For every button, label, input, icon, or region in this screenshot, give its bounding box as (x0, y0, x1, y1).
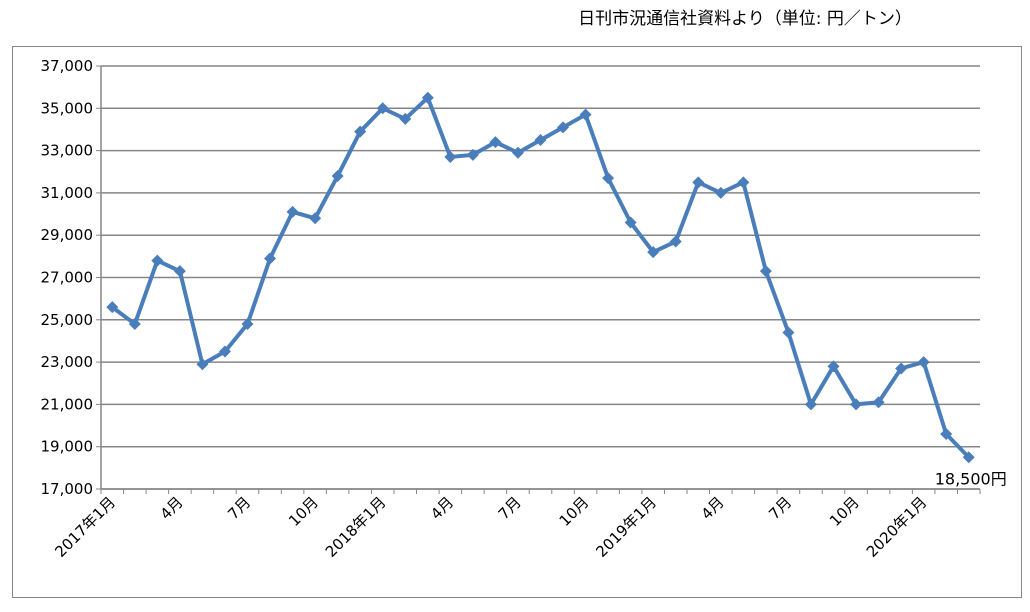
y-tick-label: 19,000 (41, 438, 94, 456)
y-tick-label: 29,000 (41, 226, 94, 244)
x-tick-label: 4月 (698, 493, 728, 523)
data-point (128, 318, 141, 331)
data-point (895, 362, 908, 375)
data-point (309, 212, 322, 225)
data-point (264, 252, 277, 265)
data-point (804, 398, 817, 411)
x-tick-label: 10月 (285, 493, 322, 530)
y-tick-label: 25,000 (41, 311, 94, 329)
data-point (466, 148, 479, 161)
x-tick-label: 2020年1月 (863, 493, 931, 561)
data-point (602, 172, 615, 185)
data-label: 18,500円 (935, 469, 1007, 488)
y-tick-label: 33,000 (41, 142, 94, 160)
data-point (759, 265, 772, 278)
data-point (489, 136, 502, 149)
data-point (917, 356, 930, 369)
data-point (444, 150, 457, 163)
data-point (557, 121, 570, 134)
data-point (286, 205, 299, 218)
data-point (647, 246, 660, 259)
y-tick-label: 27,000 (41, 269, 94, 287)
data-point (692, 176, 705, 189)
x-tick-label: 2018年1月 (322, 493, 390, 561)
x-tick-label: 10月 (556, 493, 593, 530)
x-tick-label: 2019年1月 (592, 493, 660, 561)
data-point (511, 146, 524, 159)
data-point (827, 360, 840, 373)
x-tick-label: 2017年1月 (51, 493, 119, 561)
data-point (151, 254, 164, 267)
y-tick-label: 35,000 (41, 99, 94, 117)
data-point (196, 358, 209, 371)
data-point (737, 176, 750, 189)
x-tick-label: 4月 (157, 493, 187, 523)
data-point (106, 301, 119, 314)
y-tick-label: 37,000 (41, 57, 94, 75)
chart-frame (12, 46, 1022, 598)
x-tick-label: 7月 (495, 493, 525, 523)
data-point (850, 398, 863, 411)
data-point (714, 186, 727, 199)
data-point (669, 235, 682, 248)
data-point (354, 125, 367, 138)
x-tick-label: 4月 (427, 493, 457, 523)
x-tick-label: 7月 (224, 493, 254, 523)
data-point (331, 169, 344, 182)
data-point (782, 326, 795, 339)
data-point (962, 451, 975, 464)
y-tick-label: 21,000 (41, 395, 94, 413)
data-point (173, 265, 186, 278)
y-tick-label: 31,000 (41, 184, 94, 202)
y-tick-label: 23,000 (41, 353, 94, 371)
data-point (579, 108, 592, 121)
data-point (376, 102, 389, 115)
data-point (399, 112, 412, 125)
x-tick-label: 7月 (765, 493, 795, 523)
data-point (218, 345, 231, 358)
y-tick-label: 17,000 (41, 480, 94, 498)
data-point (241, 318, 254, 331)
chart-title: 日刊市況通信社資料より（単位: 円／トン） (578, 9, 912, 29)
data-point (940, 428, 953, 441)
data-point (421, 91, 434, 104)
data-point (534, 134, 547, 147)
data-point (624, 216, 637, 229)
data-point (872, 396, 885, 409)
x-tick-label: 10月 (826, 493, 863, 530)
